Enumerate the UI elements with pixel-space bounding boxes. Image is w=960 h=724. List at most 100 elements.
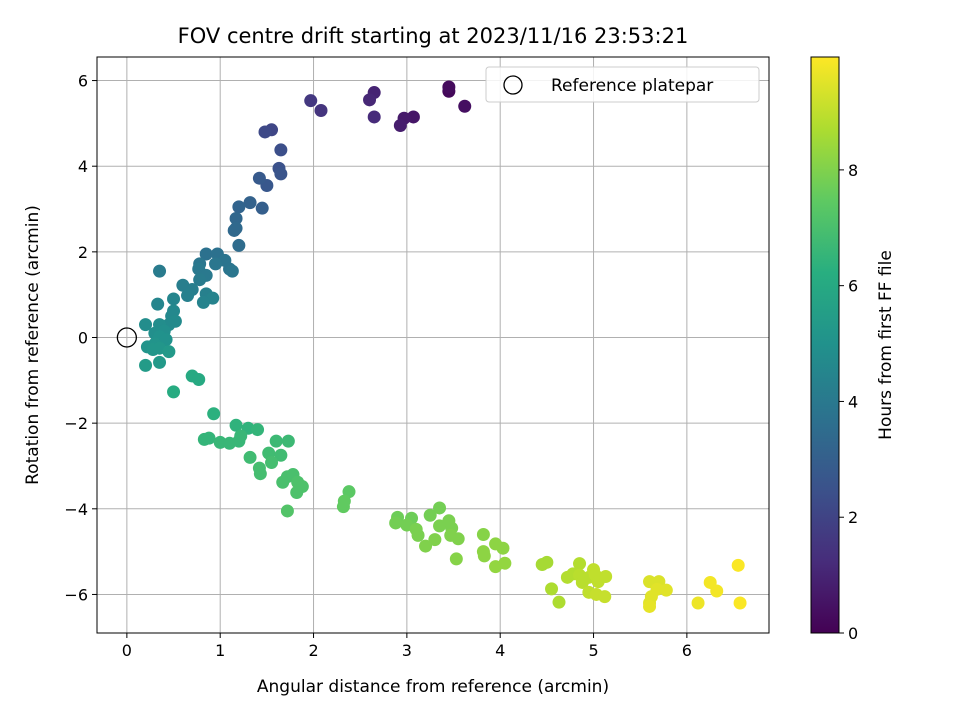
data-point — [280, 504, 294, 518]
data-point — [252, 171, 266, 185]
data-point — [265, 456, 279, 470]
data-point — [232, 200, 246, 214]
data-point — [540, 555, 554, 569]
data-point — [162, 345, 176, 359]
y-axis-ticks: −6 −4 −2 0 2 4 6 — [64, 72, 97, 604]
colorbar-ticks: 0 2 4 6 8 — [839, 161, 858, 643]
data-point — [643, 599, 657, 613]
x-tick-label: 3 — [402, 641, 412, 660]
data-point — [269, 434, 283, 448]
legend: Reference platepar — [485, 66, 760, 103]
data-point — [229, 211, 243, 225]
y-tick-label: 6 — [78, 72, 88, 91]
data-point — [167, 292, 181, 306]
data-point — [451, 532, 465, 546]
data-point — [151, 297, 165, 311]
colorbar-tick-label: 0 — [848, 624, 858, 643]
data-point — [449, 552, 463, 566]
data-point — [733, 596, 747, 610]
data-point — [232, 238, 246, 252]
y-axis-label: Rotation from reference (arcmin) — [23, 205, 43, 485]
data-point — [225, 264, 239, 278]
legend-marker — [503, 75, 523, 95]
data-point — [181, 289, 195, 303]
data-point — [710, 584, 724, 598]
data-point — [251, 423, 265, 437]
data-point — [598, 590, 612, 604]
colorbar: 0 2 4 6 8 Hours from first FF file — [810, 56, 896, 643]
data-point — [314, 104, 328, 118]
data-point — [243, 196, 257, 210]
data-point — [552, 595, 566, 609]
data-point — [573, 557, 587, 571]
plot-area — [97, 57, 769, 633]
data-point — [253, 467, 267, 481]
data-point — [209, 257, 223, 271]
x-axis-label: Angular distance from reference (arcmin) — [257, 677, 609, 697]
plot-frame — [96, 56, 770, 634]
data-point — [442, 80, 456, 94]
data-point — [274, 448, 288, 462]
data-point — [229, 221, 243, 235]
data-point — [207, 407, 221, 421]
data-point — [433, 501, 447, 515]
y-tick-label: −2 — [64, 414, 88, 433]
data-point — [153, 355, 167, 369]
x-tick-label: 1 — [215, 641, 225, 660]
data-point — [153, 264, 167, 278]
data-point — [274, 167, 288, 181]
data-point — [458, 99, 472, 113]
data-point — [599, 569, 613, 583]
data-point — [731, 558, 745, 572]
y-tick-label: 4 — [78, 157, 88, 176]
colorbar-gradient — [810, 56, 840, 634]
data-point — [199, 247, 213, 261]
x-tick-label: 0 — [122, 641, 132, 660]
data-point — [545, 582, 559, 596]
data-point — [476, 528, 490, 542]
data-point — [139, 318, 153, 332]
data-points — [139, 80, 747, 613]
data-point — [367, 110, 381, 124]
colorbar-tick-label: 8 — [848, 161, 858, 180]
data-point — [274, 143, 288, 157]
data-point — [411, 528, 425, 542]
x-tick-label: 6 — [682, 641, 692, 660]
data-point — [243, 450, 257, 464]
colorbar-tick-label: 4 — [848, 392, 858, 411]
x-tick-label: 4 — [495, 641, 505, 660]
data-point — [213, 435, 227, 449]
data-point — [496, 541, 510, 555]
data-point — [281, 434, 295, 448]
reference-platepar-point — [116, 327, 138, 348]
data-point — [290, 486, 304, 500]
data-point — [304, 94, 318, 108]
data-point — [255, 201, 269, 215]
data-point — [192, 372, 206, 386]
data-point — [363, 93, 377, 107]
reference-marker — [116, 327, 138, 348]
data-point — [276, 475, 290, 489]
data-point — [389, 516, 403, 530]
x-tick-label: 5 — [588, 641, 598, 660]
data-point — [477, 549, 491, 563]
legend-label: Reference platepar — [551, 76, 713, 96]
data-point — [659, 583, 673, 597]
y-tick-label: 2 — [78, 243, 88, 262]
data-point — [234, 429, 248, 443]
data-point — [336, 500, 350, 514]
data-point — [139, 358, 153, 372]
chart-title: FOV centre drift starting at 2023/11/16 … — [178, 24, 689, 48]
colorbar-tick-label: 6 — [848, 277, 858, 296]
colorbar-tick-label: 2 — [848, 508, 858, 527]
data-point — [691, 596, 705, 610]
y-tick-label: −4 — [64, 500, 88, 519]
data-point — [193, 273, 207, 287]
data-point — [393, 119, 407, 133]
legend-box — [485, 66, 760, 103]
y-tick-label: −6 — [64, 585, 88, 604]
colorbar-label: Hours from first FF file — [876, 250, 896, 440]
data-point — [258, 125, 272, 139]
data-point — [197, 432, 211, 446]
